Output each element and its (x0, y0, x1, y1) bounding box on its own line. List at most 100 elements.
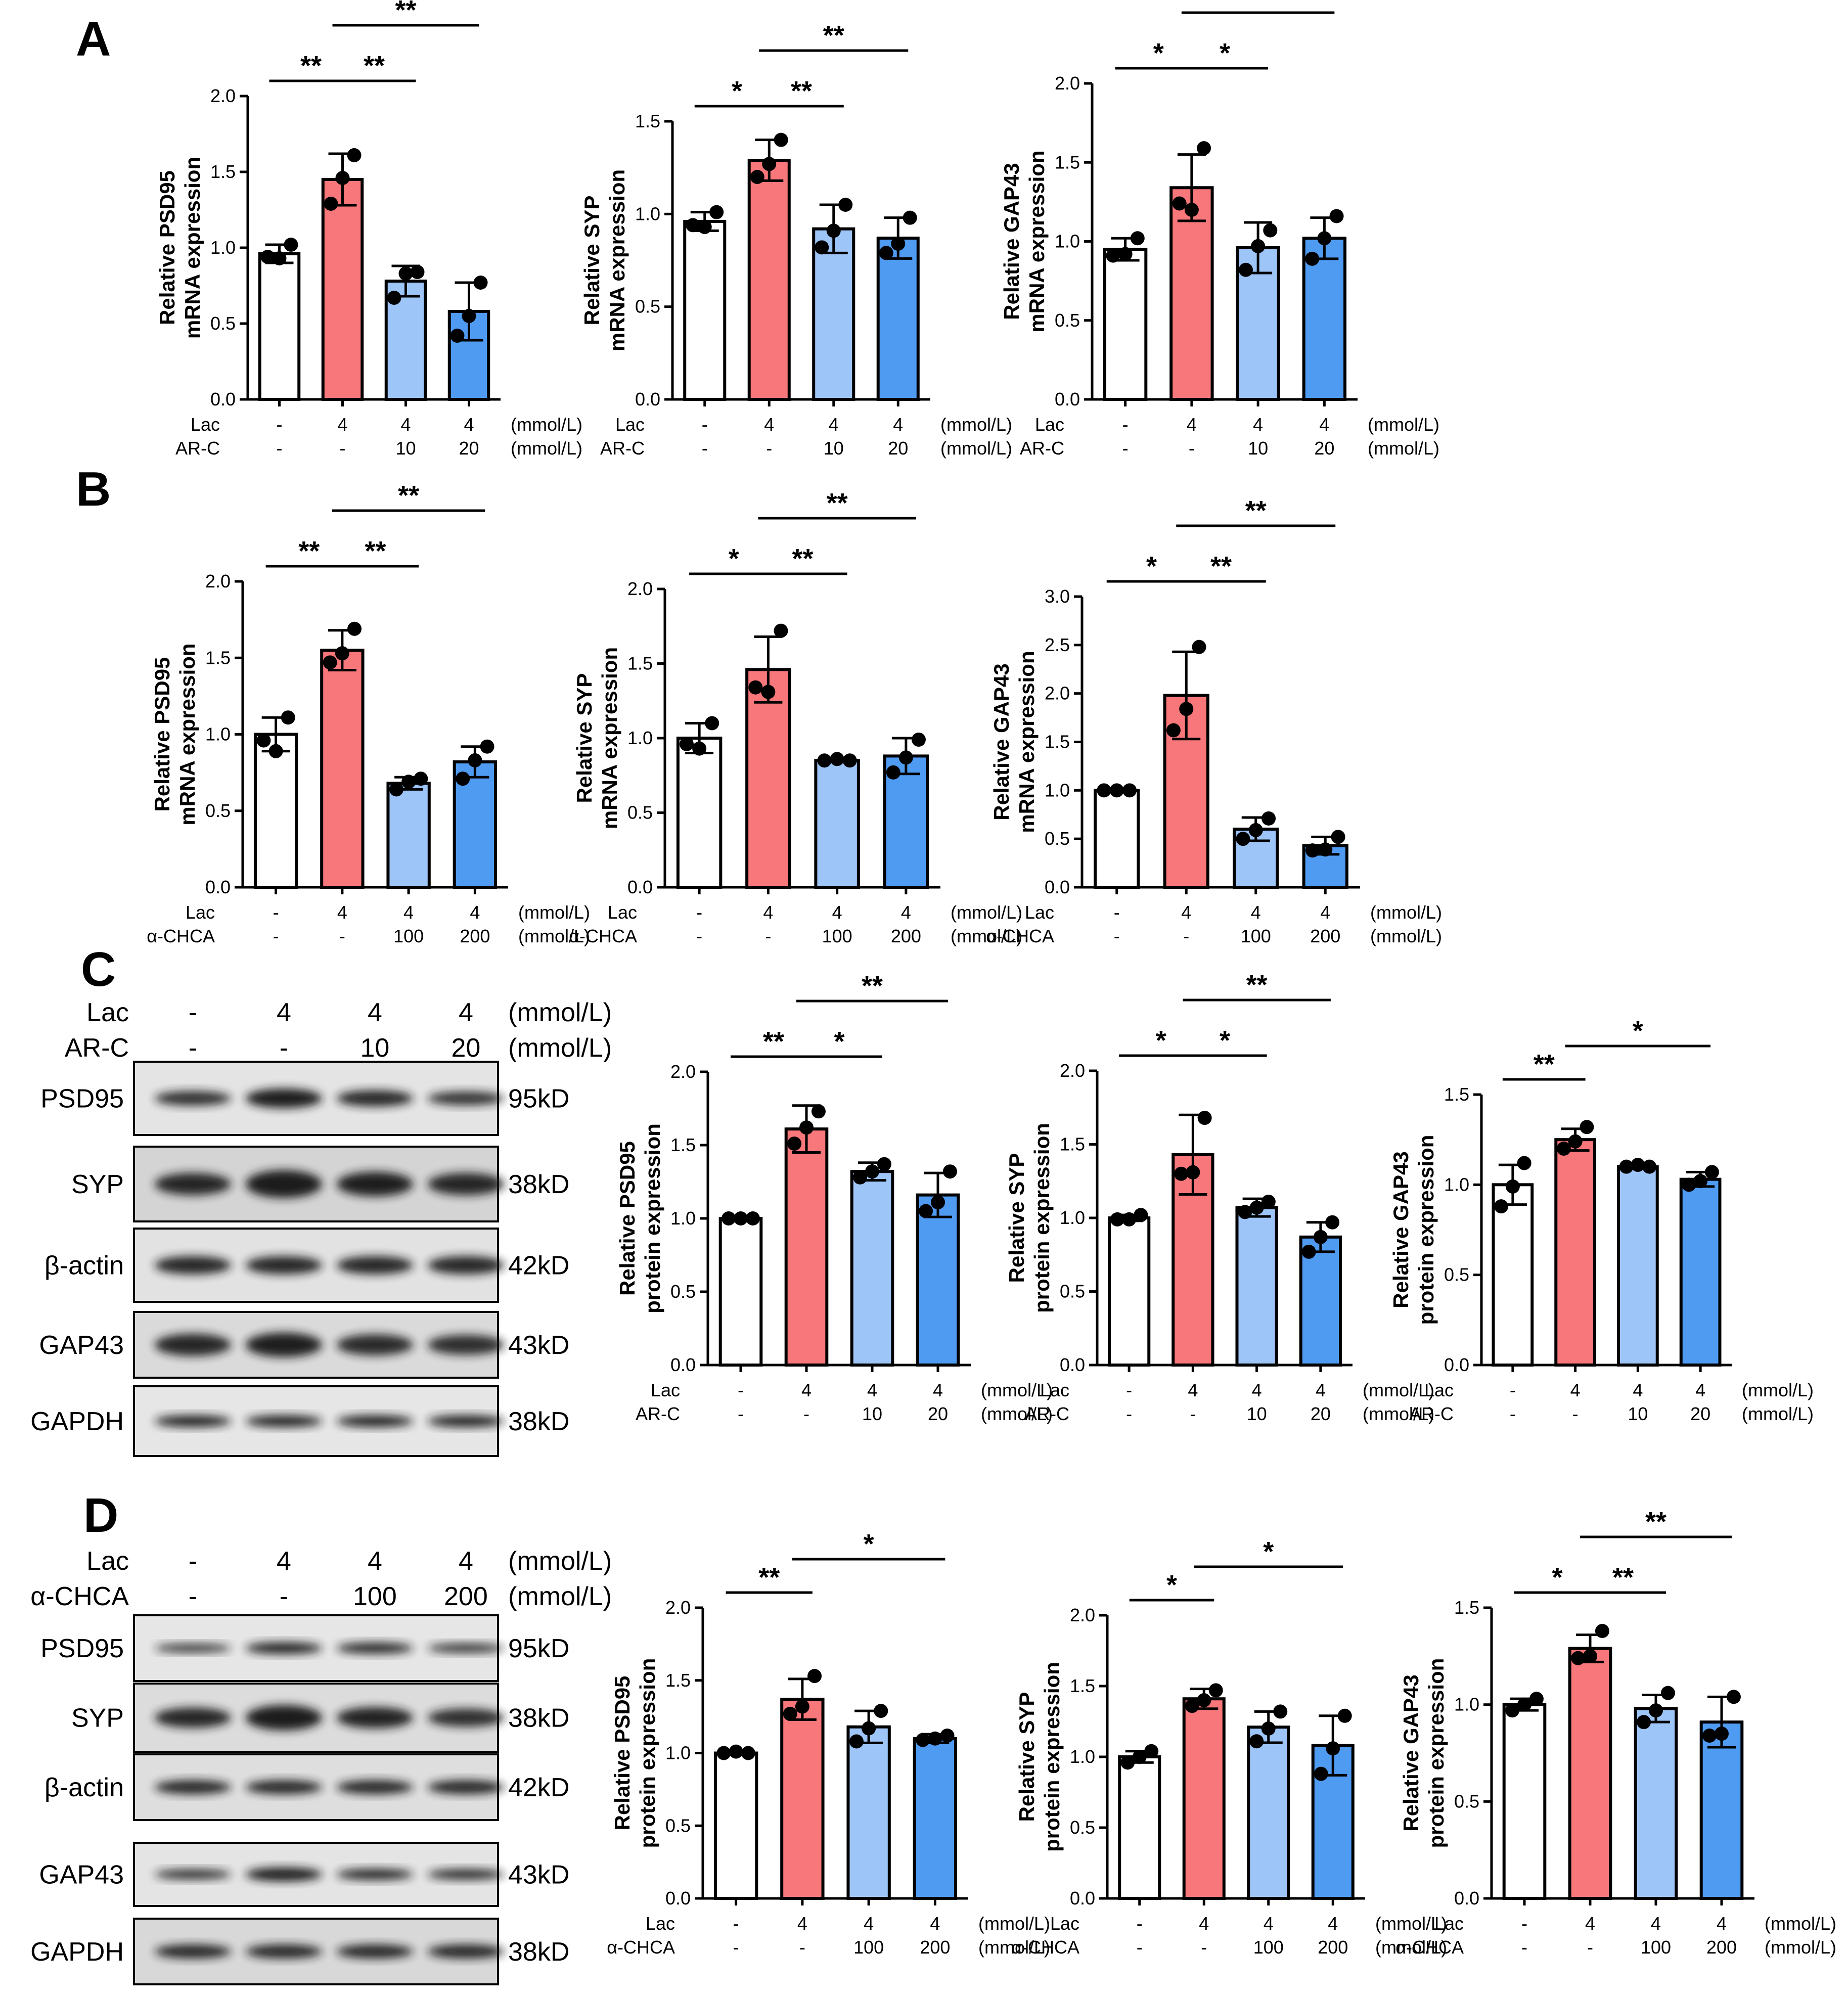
bar (1568, 1647, 1612, 1900)
panel-letter-c: C (81, 942, 116, 996)
protein-band (245, 1256, 322, 1275)
data-point (1251, 239, 1266, 253)
data-point (1166, 723, 1181, 738)
data-point (1261, 1194, 1276, 1209)
blot-header-value: 4 (368, 1547, 382, 1576)
condition-value: 4 (797, 1913, 807, 1934)
condition-label: α-CHCA (147, 926, 215, 946)
blot-header-value: - (280, 1033, 288, 1063)
y-tick-label: 1.0 (205, 724, 231, 745)
blot-header-label: AR-C (65, 1033, 129, 1063)
protein-band (427, 1415, 505, 1427)
y-tick-label: 1.5 (1454, 1597, 1479, 1618)
y-axis-label-line: Relative GAP43 (989, 663, 1013, 821)
condition-value: - (1189, 438, 1195, 459)
condition-value: 4 (403, 902, 414, 923)
data-point (1273, 1704, 1288, 1719)
data-point (1318, 842, 1333, 857)
data-point (874, 1704, 888, 1718)
condition-value: - (1126, 1380, 1132, 1400)
protein-band (245, 1088, 322, 1108)
y-axis-label-line: mRNA expression (605, 169, 629, 351)
y-axis-label: Relative PSD95protein expression (615, 1123, 664, 1313)
condition-value: 200 (1318, 1937, 1348, 1958)
condition-value: - (1510, 1403, 1516, 1424)
bar (386, 782, 431, 889)
data-point (686, 218, 700, 233)
data-point (1317, 231, 1332, 246)
condition-value: - (273, 926, 279, 946)
condition-value: 4 (1717, 1913, 1727, 1934)
condition-label: Lac (646, 1913, 675, 1934)
y-tick-label: 1.0 (1060, 1207, 1085, 1228)
y-axis-label-line: protein expression (1424, 1658, 1448, 1848)
data-point (745, 1211, 760, 1226)
data-point (842, 753, 857, 768)
condition-value: 4 (1319, 414, 1329, 435)
condition-value: 4 (337, 902, 347, 923)
data-point (456, 771, 470, 786)
data-point (891, 237, 906, 251)
condition-unit: (mmol/L) (1375, 1937, 1447, 1958)
condition-value: 4 (464, 414, 474, 435)
condition-value: 4 (901, 902, 911, 923)
y-tick-label: 0.5 (670, 1281, 696, 1302)
protein-band (154, 1173, 231, 1195)
bar (913, 1737, 958, 1900)
data-point (1517, 1156, 1531, 1170)
data-point (1305, 251, 1320, 266)
condition-value: - (273, 902, 279, 923)
y-axis-label-line: Relative GAP43 (1399, 1674, 1423, 1832)
significance-label: ** (1210, 551, 1232, 581)
data-point (722, 1211, 736, 1226)
condition-unit: (mmol/L) (951, 926, 1022, 946)
significance-label: ** (862, 971, 883, 1001)
data-point (1261, 811, 1276, 826)
bar (846, 1725, 891, 1900)
chart-a3: 0.0 0.5 1.0 1.5 2.0 Relative GAP43mRNA expres… (1000, 0, 1439, 459)
data-point (1580, 1120, 1594, 1134)
panel-letter-d: D (83, 1488, 118, 1542)
data-point (734, 1211, 748, 1226)
condition-value: 10 (862, 1403, 882, 1424)
condition-unit: (mmol/L) (1765, 1937, 1836, 1958)
y-tick-label: 1.5 (665, 1670, 691, 1691)
data-point (1130, 231, 1145, 246)
data-point (1186, 1165, 1200, 1179)
data-point (741, 1746, 755, 1760)
data-point (1118, 247, 1133, 261)
y-tick-label: 1.0 (1454, 1694, 1479, 1715)
protein-band (154, 1334, 231, 1356)
significance-label: * (864, 1529, 874, 1559)
condition-unit: (mmol/L) (1375, 1913, 1447, 1934)
condition-value: - (1137, 1937, 1143, 1958)
data-point (268, 744, 283, 758)
y-tick-label: 0.5 (1454, 1791, 1479, 1811)
data-point (940, 1729, 955, 1743)
protein-band (336, 1869, 414, 1880)
condition-label: α-CHCA (1395, 1937, 1464, 1958)
protein-band (154, 1644, 231, 1653)
significance-label: ** (300, 51, 322, 81)
condition-label: AR-C (175, 438, 220, 459)
significance-label: * (729, 543, 739, 574)
y-axis-label: Relative PSD95mRNA expression (150, 643, 199, 825)
y-axis-label-line: protein expression (636, 1658, 659, 1848)
condition-value: - (340, 438, 346, 459)
data-point (1122, 783, 1137, 798)
significance-label: * (732, 76, 742, 106)
condition-label: Lac (1050, 1913, 1079, 1934)
bar (1182, 1697, 1226, 1900)
blot-header-value: 4 (459, 998, 473, 1027)
y-tick-label: 2.0 (1045, 683, 1070, 704)
condition-value: 4 (1187, 414, 1197, 435)
condition-value: - (1190, 1403, 1196, 1424)
condition-value: 4 (1633, 1380, 1643, 1400)
data-point (1337, 1708, 1352, 1723)
data-point (877, 1157, 891, 1171)
y-tick-label: 1.5 (1055, 152, 1080, 172)
bar (1554, 1138, 1596, 1367)
bar (1502, 1703, 1547, 1900)
y-tick-label: 1.5 (627, 653, 653, 674)
bar (258, 252, 301, 401)
